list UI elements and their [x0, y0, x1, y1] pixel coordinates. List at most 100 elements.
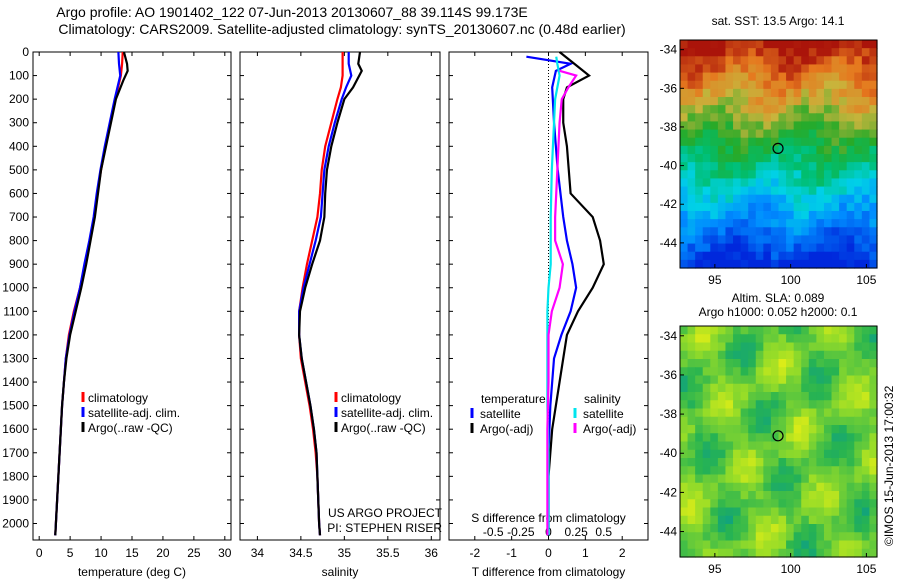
- map-cell: [770, 170, 780, 180]
- figure-title-line-1: Argo profile: AO 1901402_122 07-Jun-2013…: [56, 4, 528, 20]
- map-cell: [808, 72, 817, 82]
- map-cell: [801, 178, 810, 188]
- map-cell: [770, 121, 780, 131]
- y-tick-label: 1500: [2, 399, 29, 413]
- map-cell: [748, 466, 757, 476]
- map-cell: [786, 113, 795, 123]
- map-cell: [725, 425, 734, 434]
- map-cell: [808, 202, 817, 212]
- map-cell: [687, 532, 696, 542]
- map-cell: [801, 40, 810, 49]
- map-cell: [861, 524, 871, 533]
- map-cell: [680, 64, 689, 74]
- map-cell: [823, 129, 833, 139]
- map-cell: [770, 235, 780, 245]
- map-cell: [755, 383, 764, 393]
- map-cell: [869, 72, 878, 82]
- map-cell: [710, 367, 719, 377]
- map-cell: [816, 408, 825, 418]
- map-cell: [717, 482, 727, 492]
- map-cell: [733, 97, 742, 106]
- map-cell: [755, 367, 764, 377]
- map-cell: [854, 40, 863, 49]
- map-cell: [831, 392, 840, 401]
- map-cell: [816, 211, 825, 220]
- map-cell: [717, 449, 727, 459]
- map-cell: [839, 491, 848, 500]
- map-cell: [702, 259, 711, 269]
- map-cell: [680, 243, 689, 253]
- map-cell: [801, 162, 810, 171]
- map-cell: [717, 334, 727, 344]
- map-cell: [869, 334, 878, 344]
- map-cell: [687, 129, 696, 139]
- map-cell: [710, 392, 719, 401]
- map-cell: [839, 113, 848, 123]
- map-cell: [808, 491, 817, 500]
- map-cell: [846, 342, 855, 352]
- map-cell: [846, 56, 855, 66]
- map-cell: [778, 251, 787, 261]
- map-cell: [717, 491, 727, 500]
- map-cell: [831, 326, 840, 335]
- map-cell: [808, 466, 817, 476]
- y-tick-label: 1600: [2, 422, 29, 436]
- map-cell: [801, 375, 810, 385]
- map-cell: [846, 145, 855, 155]
- map-frame: [679, 325, 878, 558]
- map-cell: [770, 251, 780, 261]
- map-cell: [763, 449, 772, 459]
- map-cell: [710, 48, 719, 57]
- map-cell: [770, 524, 780, 533]
- map-cell: [786, 145, 795, 155]
- map-cell: [710, 145, 719, 155]
- map-cell: [854, 540, 863, 550]
- map-cell: [680, 186, 689, 196]
- map-cell: [816, 56, 825, 66]
- map-cell: [854, 121, 863, 131]
- map-cell: [778, 56, 787, 66]
- map-cell: [861, 186, 871, 196]
- map-cell: [695, 56, 704, 66]
- map-cell: [823, 449, 833, 459]
- map-cell: [869, 202, 878, 212]
- map-cell: [717, 105, 727, 114]
- legend-label: satellite: [583, 407, 624, 421]
- map-cell: [702, 194, 711, 204]
- map-cell: [717, 48, 727, 57]
- map-cell: [839, 507, 848, 517]
- map-cell: [695, 375, 704, 385]
- map-cell: [823, 121, 833, 131]
- map-cell: [717, 121, 727, 131]
- map-cell: [778, 97, 787, 106]
- map-cell: [861, 326, 871, 335]
- series-line-argo-adj-: [546, 69, 578, 536]
- map-cell: [755, 129, 764, 139]
- map-cell: [702, 113, 711, 123]
- map-cell: [717, 186, 727, 196]
- map-cell: [831, 186, 840, 196]
- map-cell: [839, 129, 848, 139]
- map-cell: [793, 507, 802, 517]
- map-cell: [680, 540, 689, 550]
- map-cell: [808, 540, 817, 550]
- map-cell: [823, 243, 833, 253]
- map-cell: [770, 400, 780, 410]
- map-cell: [816, 326, 825, 335]
- map-cell: [763, 80, 772, 90]
- map-cell: [710, 235, 719, 245]
- map-cell: [702, 482, 711, 492]
- map-cell: [710, 113, 719, 123]
- map-cell: [808, 88, 817, 98]
- map-cell: [748, 88, 757, 98]
- map-cell: [869, 227, 878, 237]
- map-cell: [846, 154, 855, 163]
- map-cell: [801, 334, 810, 344]
- map-cell: [808, 251, 817, 261]
- map-cell: [725, 540, 734, 550]
- map-cell: [801, 56, 810, 66]
- map-cell: [854, 350, 863, 360]
- map-cell: [725, 259, 734, 269]
- map-cell: [839, 342, 848, 352]
- map-cell: [778, 499, 787, 509]
